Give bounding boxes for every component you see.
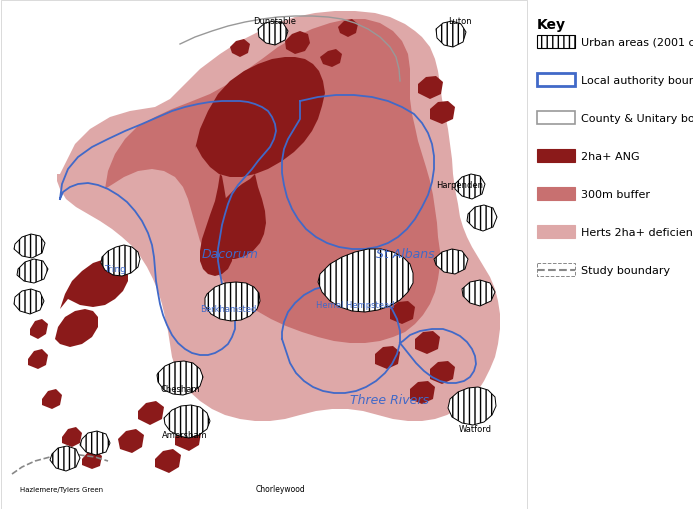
Bar: [537, 188, 575, 201]
Text: Key: Key: [537, 18, 566, 32]
Text: Luton: Luton: [448, 17, 472, 26]
Polygon shape: [14, 235, 45, 259]
Polygon shape: [155, 449, 181, 473]
Bar: [537, 150, 575, 163]
Polygon shape: [57, 12, 500, 421]
Polygon shape: [448, 387, 496, 425]
Polygon shape: [14, 290, 44, 315]
Polygon shape: [467, 206, 497, 232]
Bar: [537, 36, 575, 49]
Polygon shape: [418, 77, 443, 100]
Polygon shape: [101, 245, 140, 276]
Text: Hazlemere/Tylers Green: Hazlemere/Tylers Green: [20, 486, 103, 492]
Polygon shape: [462, 280, 495, 306]
Polygon shape: [434, 249, 468, 274]
Text: Local authority boundaries: Local authority boundaries: [581, 75, 693, 86]
Polygon shape: [390, 301, 415, 324]
Polygon shape: [285, 32, 310, 55]
Polygon shape: [82, 451, 102, 469]
Polygon shape: [200, 175, 233, 276]
Polygon shape: [62, 427, 82, 447]
Polygon shape: [28, 349, 48, 369]
Polygon shape: [415, 331, 440, 354]
Text: Chesham: Chesham: [160, 385, 200, 394]
Polygon shape: [430, 361, 455, 384]
Bar: [537, 264, 575, 276]
Polygon shape: [258, 22, 288, 46]
Text: Hemel Hempstead: Hemel Hempstead: [316, 300, 394, 309]
Polygon shape: [430, 102, 455, 125]
Polygon shape: [80, 431, 110, 455]
Polygon shape: [320, 50, 342, 68]
Polygon shape: [338, 20, 358, 38]
Polygon shape: [30, 319, 48, 340]
Polygon shape: [55, 309, 98, 347]
Text: 300m buffer: 300m buffer: [581, 189, 650, 199]
Polygon shape: [195, 58, 325, 178]
Polygon shape: [105, 20, 440, 344]
Text: Urban areas (2001 census): Urban areas (2001 census): [581, 38, 693, 47]
Text: Berkhamsted: Berkhamsted: [200, 305, 256, 314]
Polygon shape: [17, 260, 48, 284]
Polygon shape: [318, 249, 413, 313]
Polygon shape: [375, 346, 400, 369]
Polygon shape: [207, 175, 266, 260]
Polygon shape: [60, 260, 128, 309]
Text: Amersham: Amersham: [162, 430, 208, 439]
Text: Chorleywood: Chorleywood: [255, 485, 305, 494]
Bar: [537, 112, 575, 125]
Text: Three Rivers: Three Rivers: [351, 393, 430, 406]
Text: Study boundary: Study boundary: [581, 265, 670, 275]
Polygon shape: [118, 429, 144, 453]
Text: St Albans: St Albans: [376, 248, 435, 261]
Text: County & Unitary boundaries: County & Unitary boundaries: [581, 114, 693, 123]
Polygon shape: [42, 389, 62, 409]
Text: Herts 2ha+ deficiency: Herts 2ha+ deficiency: [581, 227, 693, 237]
Polygon shape: [175, 427, 201, 451]
Polygon shape: [164, 405, 210, 438]
Polygon shape: [205, 282, 260, 321]
Polygon shape: [455, 175, 485, 200]
Polygon shape: [436, 22, 466, 48]
Bar: [537, 74, 575, 87]
Bar: [1, 1, 527, 508]
Polygon shape: [138, 401, 164, 425]
Text: Tring: Tring: [104, 265, 126, 274]
Polygon shape: [230, 40, 250, 58]
Text: Watford: Watford: [459, 425, 491, 434]
Text: 2ha+ ANG: 2ha+ ANG: [581, 151, 640, 161]
Text: Harpenden: Harpenden: [437, 180, 484, 189]
Polygon shape: [50, 446, 80, 471]
Polygon shape: [410, 381, 435, 404]
Bar: [537, 225, 575, 239]
Text: Dacorum: Dacorum: [202, 248, 258, 261]
Polygon shape: [157, 361, 203, 395]
Text: Dunstable: Dunstable: [254, 17, 297, 26]
